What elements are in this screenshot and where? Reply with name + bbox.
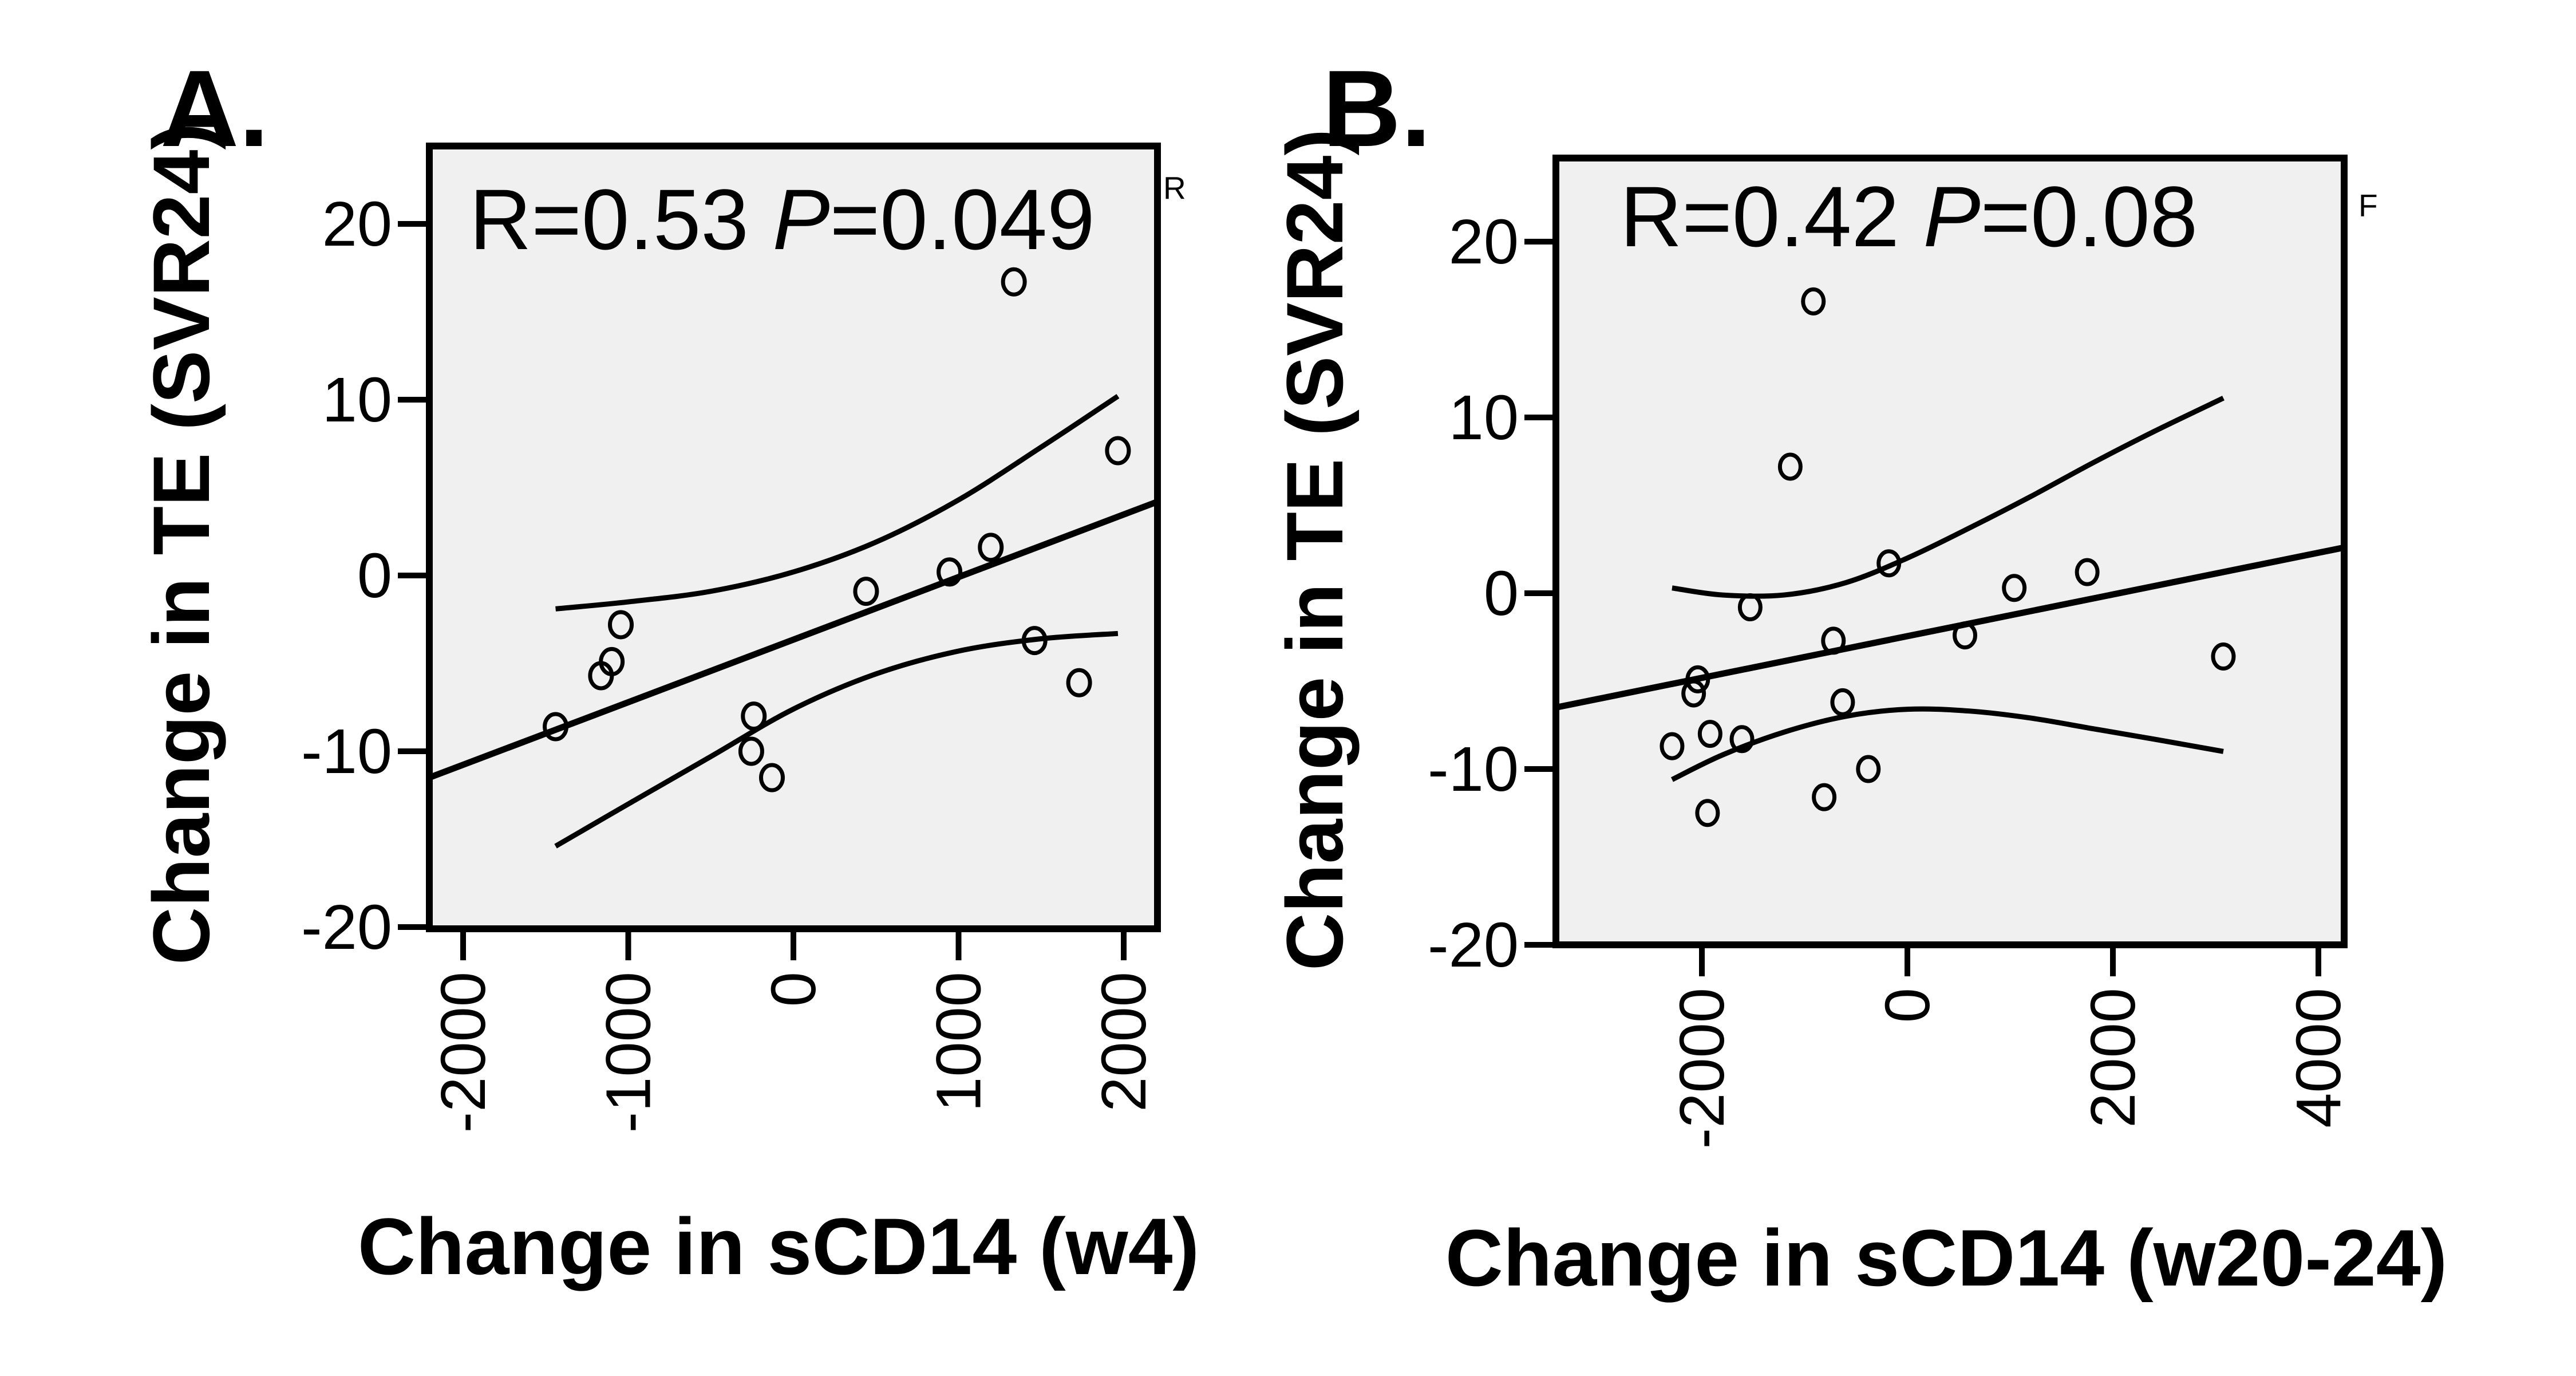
panel-b-r-value: R=0.42 bbox=[1620, 168, 1923, 265]
panel-b-x-tick-label: -2000 bbox=[1667, 988, 1737, 1149]
panel-a-x-tick-label: 0 bbox=[758, 972, 829, 1007]
panel-a-y-ticks: -20 -10 0 10 20 bbox=[301, 189, 429, 963]
panel-a-x-tick-label: -1000 bbox=[594, 972, 664, 1133]
panel-a-data-point bbox=[853, 577, 879, 606]
panel-b-data-point bbox=[1697, 720, 1722, 748]
panel-a-y-tick-label: -20 bbox=[301, 892, 392, 963]
panel-b-data-point bbox=[2211, 642, 2236, 671]
panel-b-letter: B. bbox=[1322, 48, 1431, 169]
panel-b: B. R=0.42 P=0.08 F -20 -10 0 10 20 -2000 0 200… bbox=[1270, 48, 2447, 1303]
panel-b-y-axis-title: Change in TE (SVR24) bbox=[1270, 129, 1360, 971]
panel-a-curves bbox=[428, 394, 1159, 849]
panel-b-y-tick-label: 20 bbox=[1449, 207, 1519, 277]
panel-b-data-point bbox=[2002, 574, 2027, 602]
panel-a-corner-mark: R bbox=[1163, 170, 1186, 206]
panel-a-ci-lower bbox=[554, 630, 1119, 849]
panel-a-stat-annotation: R=0.53 P=0.049 bbox=[469, 171, 1095, 267]
panel-a-data-point bbox=[937, 557, 963, 587]
panel-a-data-point bbox=[1066, 668, 1092, 697]
panel-b-y-tick-label: 0 bbox=[1484, 558, 1519, 629]
panel-b-plot-area bbox=[1552, 155, 2348, 948]
panel-b-y-tick-label: -20 bbox=[1428, 910, 1519, 980]
panel-b-data-point bbox=[1953, 621, 1978, 650]
panel-b-data-point bbox=[1856, 755, 1881, 783]
panel-b-x-axis-title: Change in sCD14 (w20-24) bbox=[1445, 1213, 2447, 1303]
panel-b-x-tick-label: 0 bbox=[1872, 988, 1943, 1023]
panel-a-plot-area bbox=[426, 143, 1161, 932]
panel-b-data-point bbox=[1695, 799, 1720, 827]
panel-b-data-point bbox=[1821, 626, 1846, 655]
panel-b-corner-mark: F bbox=[2358, 188, 2378, 223]
panel-a-letter: A. bbox=[160, 48, 269, 169]
panel-a-data-point bbox=[599, 646, 625, 676]
panel-a-y-tick-label: 10 bbox=[322, 365, 392, 435]
panel-b-x-tick-label: 4000 bbox=[2283, 988, 2354, 1128]
panel-b-data-point bbox=[1681, 679, 1706, 708]
panel-b-data-point bbox=[1660, 732, 1685, 760]
panel-b-data-point bbox=[1729, 725, 1755, 754]
panel-b-p-label: P bbox=[1923, 168, 1981, 265]
panel-b-data-point bbox=[2075, 558, 2100, 586]
panel-a-regression-line bbox=[428, 498, 1159, 781]
panel-b-data-point bbox=[1830, 688, 1855, 716]
panel-a-points bbox=[543, 267, 1131, 793]
panel-a-p-value: =0.049 bbox=[830, 171, 1095, 267]
panel-a-data-point bbox=[1001, 267, 1027, 297]
panel-a-data-point bbox=[1021, 626, 1048, 656]
panel-a-data-point bbox=[1105, 436, 1131, 466]
panel-a-data-point bbox=[738, 736, 764, 766]
panel-b-x-tick-label: 2000 bbox=[2078, 988, 2148, 1128]
panel-a-y-axis-title: Change in TE (SVR24) bbox=[136, 123, 226, 965]
panel-b-data-point bbox=[1737, 593, 1763, 622]
panel-a-y-tick-label: -10 bbox=[301, 716, 392, 787]
panel-a-ci-upper bbox=[555, 394, 1120, 612]
panel-a-x-tick-label: 1000 bbox=[924, 972, 994, 1112]
panel-a: A. R=0.53 P=0.049 R -20 -10 0 10 20 -2000 -10… bbox=[136, 48, 1199, 1291]
panel-b-stat-annotation: R=0.42 P=0.08 bbox=[1620, 168, 2198, 265]
panel-a-x-tick-label: 2000 bbox=[1089, 972, 1159, 1112]
panel-b-p-value: =0.08 bbox=[1981, 168, 2198, 265]
panel-a-data-point bbox=[543, 712, 569, 742]
panel-a-data-point bbox=[608, 610, 634, 640]
panel-a-y-tick-label: 20 bbox=[322, 189, 392, 259]
panel-b-data-point bbox=[1685, 665, 1710, 693]
panel-a-r-value: R=0.53 bbox=[469, 171, 773, 267]
panel-a-x-tick-label: -2000 bbox=[428, 972, 499, 1133]
panel-b-y-ticks: -20 -10 0 10 20 bbox=[1428, 207, 1556, 980]
panel-b-data-point bbox=[1777, 452, 1803, 481]
panel-b-x-ticks: -2000 0 2000 4000 bbox=[1667, 945, 2354, 1149]
panel-b-data-point bbox=[1812, 783, 1837, 811]
panel-b-points bbox=[1660, 287, 2236, 827]
panel-b-y-tick-label: 10 bbox=[1449, 383, 1519, 453]
panel-b-y-tick-label: -10 bbox=[1428, 734, 1519, 805]
panel-b-ci-upper bbox=[1672, 396, 2225, 599]
panel-a-data-point bbox=[741, 701, 767, 731]
panel-a-y-tick-label: 0 bbox=[357, 541, 392, 611]
panel-a-x-ticks: -2000 -1000 0 1000 2000 bbox=[428, 929, 1159, 1133]
panel-b-data-point bbox=[1876, 549, 1902, 578]
panel-a-x-axis-title: Change in sCD14 (w4) bbox=[358, 1201, 1199, 1291]
panel-a-data-point bbox=[978, 533, 1004, 562]
panel-b-ci-lower bbox=[1670, 706, 2224, 782]
panel-b-data-point bbox=[1801, 287, 1826, 316]
panel-a-p-label: P bbox=[773, 171, 830, 267]
panel-a-data-point bbox=[758, 763, 785, 793]
